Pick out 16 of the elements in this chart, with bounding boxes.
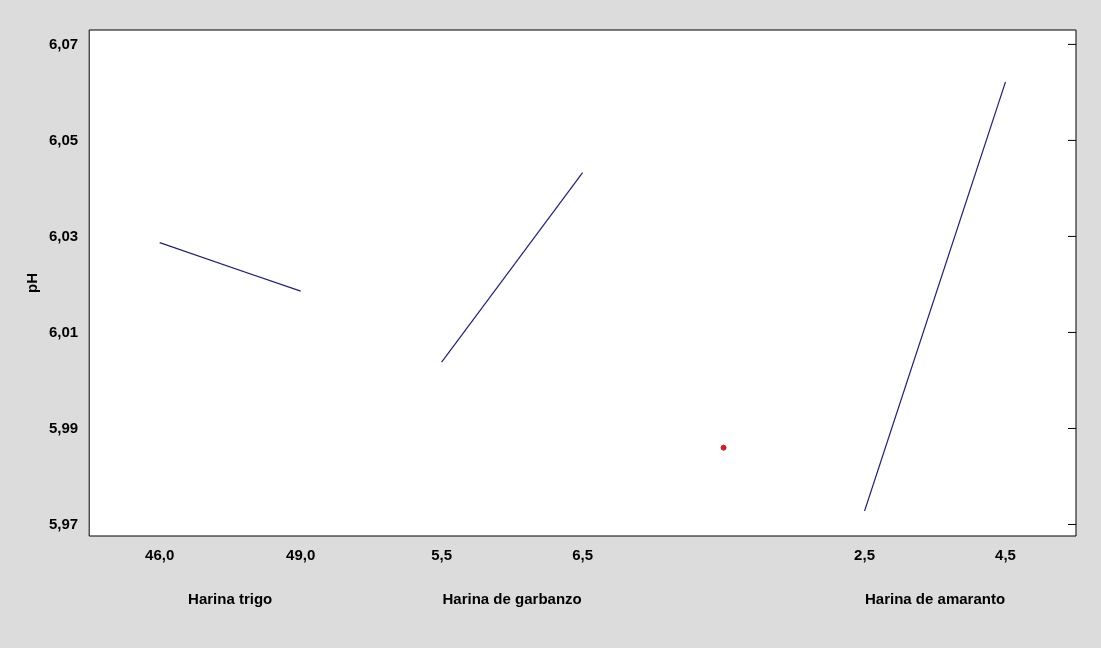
y-tick-label: 5,99 [48, 418, 79, 436]
x-tick-label: 2,5 [854, 546, 875, 564]
x-tick-label: 5,5 [431, 546, 453, 564]
x-tick-label: 4,5 [995, 546, 1016, 564]
text: Harina de amaranto [865, 590, 1006, 608]
x-tick-label: 46,0 [145, 546, 175, 564]
y-tick-label: 6,01 [48, 322, 79, 340]
x-tick-label: 49,0 [286, 546, 316, 564]
text: Harina trigo [188, 590, 273, 608]
text: Harina de garbanzo [442, 590, 582, 608]
y-tick-label: 6,03 [48, 226, 79, 244]
y-axis-title: pH [23, 273, 41, 293]
x-tick-label: 6,5 [572, 546, 594, 564]
y-tick-label: 6,07 [48, 34, 79, 52]
y-tick-label: 6,05 [48, 130, 79, 148]
y-tick-label: 5,97 [48, 514, 79, 532]
